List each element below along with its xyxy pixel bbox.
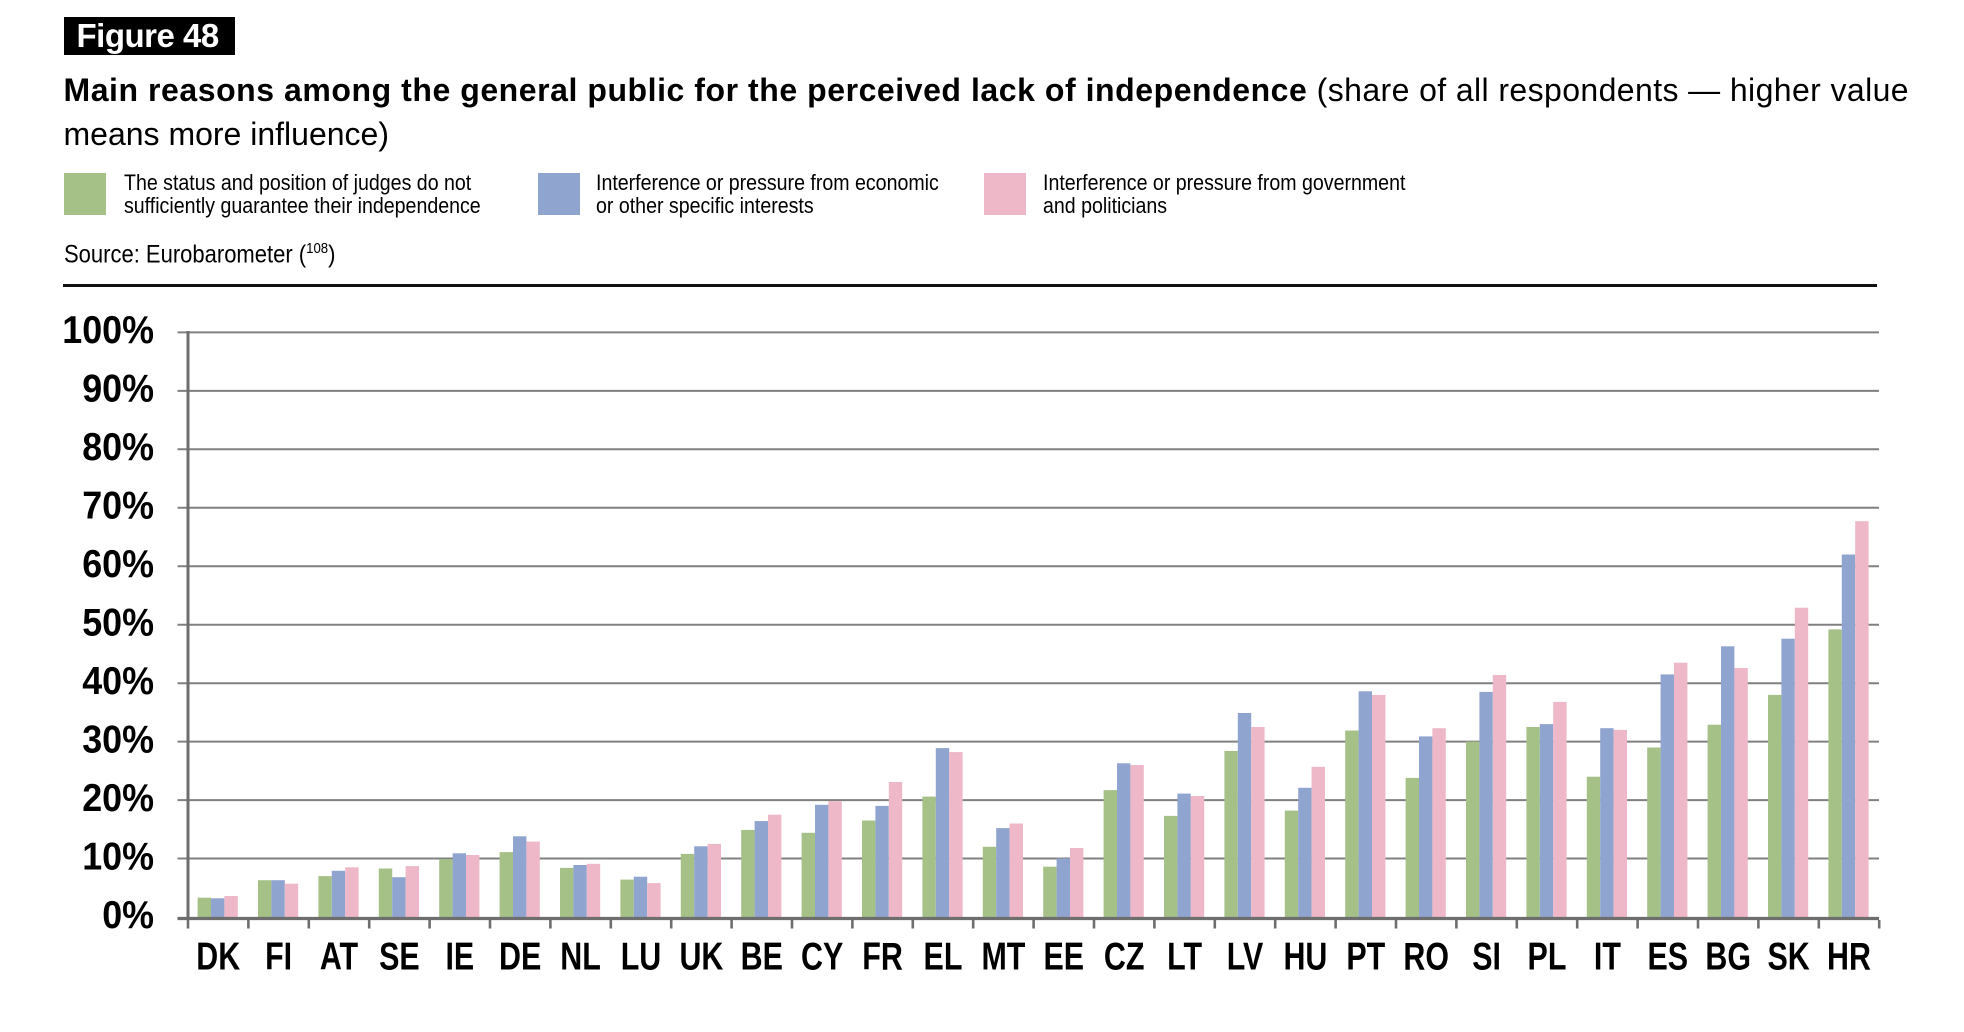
svg-text:FR: FR	[862, 936, 903, 979]
svg-text:20%: 20%	[82, 777, 154, 820]
svg-text:SI: SI	[1472, 936, 1501, 979]
svg-text:LU: LU	[621, 936, 662, 979]
svg-text:CZ: CZ	[1104, 936, 1145, 979]
svg-text:CY: CY	[801, 936, 843, 979]
svg-text:IT: IT	[1594, 936, 1621, 979]
svg-text:100%: 100%	[62, 309, 154, 352]
svg-text:BE: BE	[741, 936, 783, 979]
svg-text:ES: ES	[1648, 936, 1689, 979]
svg-text:MT: MT	[981, 936, 1025, 979]
svg-text:SK: SK	[1767, 936, 1809, 979]
svg-text:BG: BG	[1705, 936, 1751, 979]
svg-text:EE: EE	[1044, 936, 1085, 979]
svg-text:NL: NL	[560, 936, 601, 979]
svg-text:70%: 70%	[82, 485, 154, 528]
svg-text:RO: RO	[1403, 936, 1449, 979]
svg-text:HU: HU	[1283, 936, 1327, 979]
svg-text:PT: PT	[1346, 936, 1385, 979]
svg-text:60%: 60%	[82, 543, 154, 586]
svg-text:30%: 30%	[82, 718, 154, 761]
svg-text:SE: SE	[379, 936, 420, 979]
svg-text:FI: FI	[265, 936, 292, 979]
svg-text:AT: AT	[320, 936, 358, 979]
svg-text:DK: DK	[196, 936, 240, 979]
svg-text:40%: 40%	[82, 660, 154, 703]
svg-text:90%: 90%	[82, 368, 154, 411]
svg-text:80%: 80%	[82, 426, 154, 469]
svg-text:IE: IE	[445, 936, 474, 979]
svg-text:50%: 50%	[82, 602, 154, 645]
svg-text:PL: PL	[1528, 936, 1567, 979]
svg-text:HR: HR	[1827, 936, 1871, 979]
svg-text:LV: LV	[1227, 936, 1264, 979]
svg-text:10%: 10%	[82, 835, 154, 878]
svg-text:EL: EL	[924, 936, 963, 979]
svg-text:UK: UK	[679, 936, 723, 979]
svg-text:0%: 0%	[102, 894, 154, 937]
svg-text:DE: DE	[499, 936, 541, 979]
svg-text:LT: LT	[1167, 936, 1202, 979]
